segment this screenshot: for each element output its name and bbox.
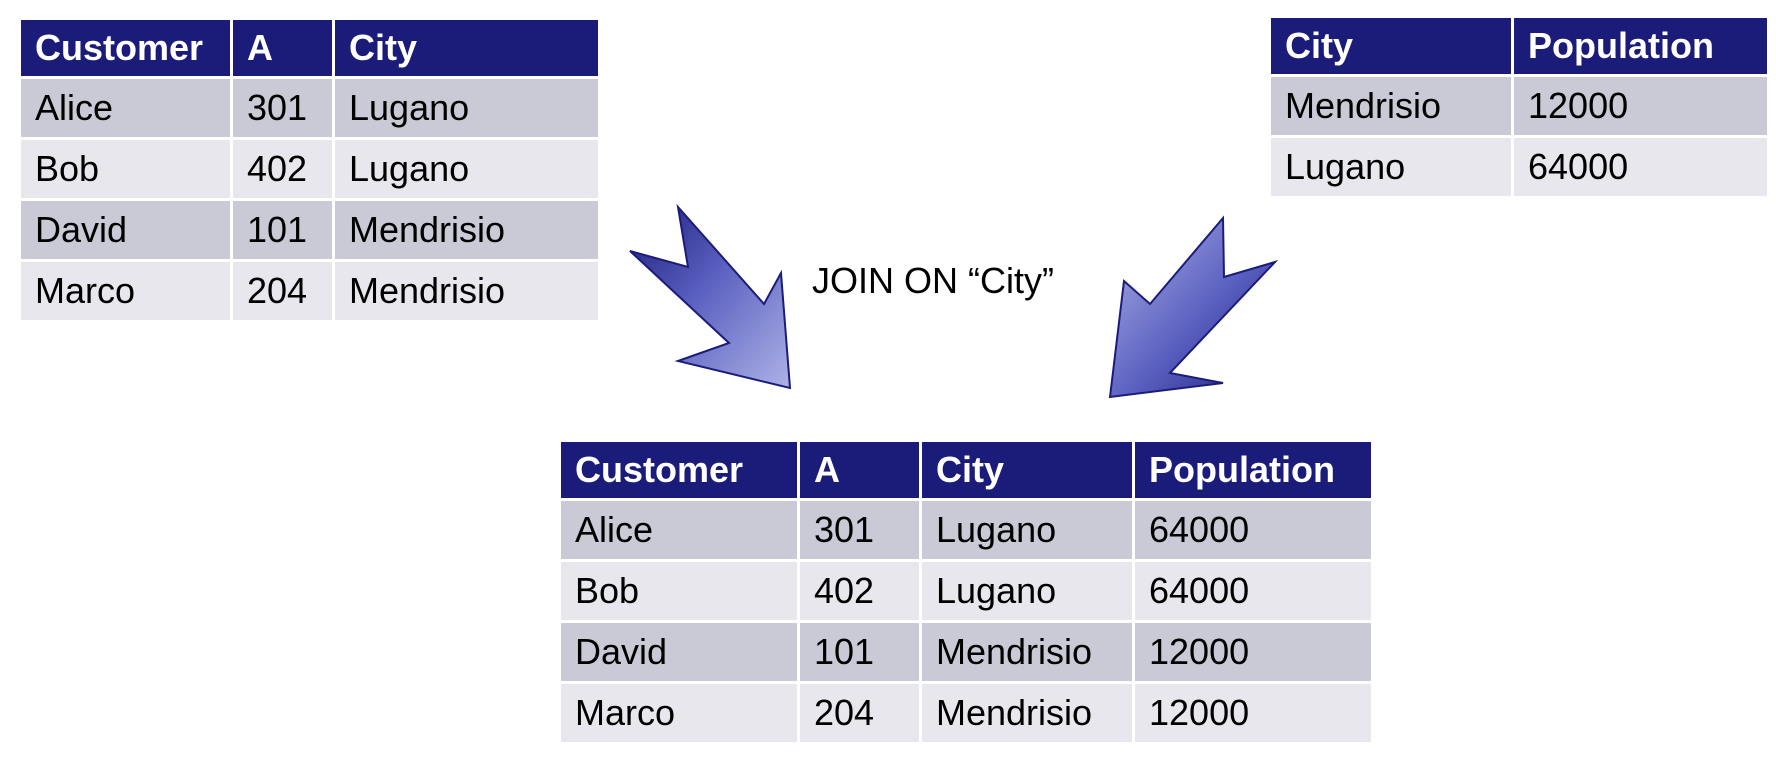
table-cell: Mendrisio	[335, 201, 598, 259]
table-cell: Marco	[561, 684, 797, 742]
table-cell: 64000	[1135, 562, 1371, 620]
table-cell: Mendrisio	[1271, 77, 1511, 135]
table-cell: 204	[800, 684, 919, 742]
table-cell: 101	[800, 623, 919, 681]
table-cell: 402	[800, 562, 919, 620]
header-cell: Customer	[561, 442, 797, 498]
table-cell: 301	[233, 79, 332, 137]
table-row: Bob 402 Lugano	[21, 140, 598, 198]
cities-table: City Population Mendrisio 12000 Lugano 6…	[1268, 15, 1770, 199]
table-cell: Mendrisio	[922, 623, 1132, 681]
right-arrow-icon	[1108, 215, 1279, 399]
table-row: Alice 301 Lugano	[21, 79, 598, 137]
table-cell: 64000	[1514, 138, 1767, 196]
table-cell: Alice	[21, 79, 230, 137]
left-arrow-icon	[629, 203, 792, 390]
header-cell: Customer	[21, 20, 230, 76]
header-cell: Population	[1514, 18, 1767, 74]
table-cell: David	[21, 201, 230, 259]
table-row: Marco 204 Mendrisio 12000	[561, 684, 1371, 742]
table-cell: Bob	[561, 562, 797, 620]
table-row: David 101 Mendrisio 12000	[561, 623, 1371, 681]
table-cell: Alice	[561, 501, 797, 559]
table-cell: David	[561, 623, 797, 681]
table-cell: 204	[233, 262, 332, 320]
table-row: Mendrisio 12000	[1271, 77, 1767, 135]
table-header-row: Customer A City Population	[561, 442, 1371, 498]
header-cell: City	[922, 442, 1132, 498]
table-row: Lugano 64000	[1271, 138, 1767, 196]
table-cell: 402	[233, 140, 332, 198]
table-cell: 64000	[1135, 501, 1371, 559]
table-cell: Bob	[21, 140, 230, 198]
table-cell: Lugano	[335, 79, 598, 137]
table-row: Bob 402 Lugano 64000	[561, 562, 1371, 620]
table-cell: 101	[233, 201, 332, 259]
table-row: Marco 204 Mendrisio	[21, 262, 598, 320]
table-header-row: City Population	[1271, 18, 1767, 74]
table-cell: 12000	[1135, 623, 1371, 681]
table-cell: 12000	[1135, 684, 1371, 742]
result-table: Customer A City Population Alice 301 Lug…	[558, 439, 1374, 745]
customers-table: Customer A City Alice 301 Lugano Bob 402…	[18, 17, 601, 323]
header-cell: City	[335, 20, 598, 76]
table-row: Alice 301 Lugano 64000	[561, 501, 1371, 559]
header-cell: A	[233, 20, 332, 76]
header-cell: A	[800, 442, 919, 498]
table-cell: Lugano	[335, 140, 598, 198]
table-cell: Lugano	[922, 562, 1132, 620]
table-row: David 101 Mendrisio	[21, 201, 598, 259]
table-cell: Mendrisio	[922, 684, 1132, 742]
table-cell: Lugano	[1271, 138, 1511, 196]
table-cell: 301	[800, 501, 919, 559]
table-cell: 12000	[1514, 77, 1767, 135]
table-cell: Mendrisio	[335, 262, 598, 320]
join-label: JOIN ON “City”	[812, 260, 1054, 301]
header-cell: City	[1271, 18, 1511, 74]
table-cell: Lugano	[922, 501, 1132, 559]
table-cell: Marco	[21, 262, 230, 320]
header-cell: Population	[1135, 442, 1371, 498]
table-header-row: Customer A City	[21, 20, 598, 76]
